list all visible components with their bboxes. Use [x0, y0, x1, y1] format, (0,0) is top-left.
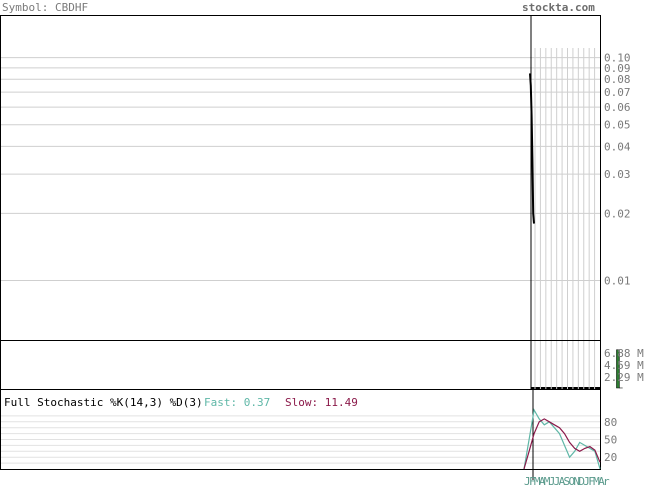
x-tick-label: J: [583, 475, 590, 486]
x-tick-label: r: [603, 475, 610, 486]
price-series: [529, 15, 535, 340]
stochastic-tick-label: 20: [604, 451, 617, 464]
stochastic-panel-frame: [0, 389, 601, 470]
price-tick-label: 0.01: [604, 274, 631, 287]
x-tick-label: A: [539, 475, 546, 486]
price-tick-label: 0.05: [604, 119, 631, 132]
stochastic-tick-label: 80: [604, 416, 617, 429]
stochastic-tick-label: 50: [604, 434, 617, 447]
price-panel: 0.100.090.080.07 0.06 0.05 0.04 0.03 0.02 0.01: [0, 15, 631, 341]
volume-bars: [616, 349, 623, 389]
price-series-line: [529, 73, 535, 224]
stochastic-axis-ticks: 80 50 20: [604, 416, 617, 464]
price-panel-frame: [0, 15, 601, 341]
price-tick-label: 0.10: [604, 52, 631, 65]
price-vertical-gridlines: [534, 48, 596, 340]
slow-value-label: Slow: 11.49: [285, 396, 358, 409]
x-tick-label: F: [588, 475, 595, 486]
x-tick-label: D: [578, 475, 585, 486]
x-tick-label: M: [593, 475, 600, 486]
volume-gridlines: [530, 341, 600, 389]
x-tick-label: J: [524, 475, 531, 486]
volume-tick-label: 2.29 M: [604, 371, 644, 384]
price-tick-label: 0.08: [604, 73, 631, 86]
price-gridlines: [1, 57, 600, 281]
volume-panel: 6.88 M4.59 M2.29 M: [0, 340, 644, 390]
site-name[interactable]: stockta.com: [522, 1, 595, 14]
price-tick-label: 0.09: [604, 62, 631, 75]
x-tick-label: M: [534, 475, 541, 486]
volume-panel-frame: [0, 340, 601, 390]
price-tick-label: 0.07: [604, 86, 631, 99]
volume-tick-label: 6.88 M: [604, 347, 644, 360]
stochastic-panel: 80 50 20 Full Stochastic %K(14,3) %D(3) Fa…: [0, 389, 617, 480]
x-tick-label: A: [598, 475, 605, 486]
volume-vertical-gridlines: [534, 341, 596, 389]
volume-axis-ticks: 6.88 M4.59 M2.29 M: [604, 347, 644, 384]
price-tick-label: 0.02: [604, 207, 631, 220]
x-tick-label: M: [544, 475, 551, 486]
volume-bar: [616, 349, 620, 389]
x-tick-label: F: [529, 475, 536, 486]
stochastic-series-slow: [523, 418, 601, 470]
stochastic-gridlines: [1, 389, 600, 480]
price-tick-label: 0.03: [604, 168, 631, 181]
stochastic-series: [523, 408, 601, 470]
x-tick-label: J: [554, 475, 561, 486]
x-tick-label: A: [559, 475, 566, 486]
x-tick-label: S: [564, 475, 571, 486]
stochastic-title: Full Stochastic %K(14,3) %D(3): [4, 396, 203, 409]
price-axis-ticks: 0.100.090.080.07 0.06 0.05 0.04 0.03 0.02 0.01: [604, 52, 631, 288]
fast-value-label: Fast: 0.37: [204, 396, 270, 409]
x-tick-label: J: [549, 475, 556, 486]
volume-tick-label: 4.59 M: [604, 359, 644, 372]
x-tick-label: N: [573, 475, 580, 486]
price-tick-label: 0.04: [604, 140, 631, 153]
symbol-label: Symbol: CBDHF: [2, 1, 88, 14]
x-tick-label: O: [568, 475, 575, 486]
price-tick-label: 0.06: [604, 101, 631, 114]
